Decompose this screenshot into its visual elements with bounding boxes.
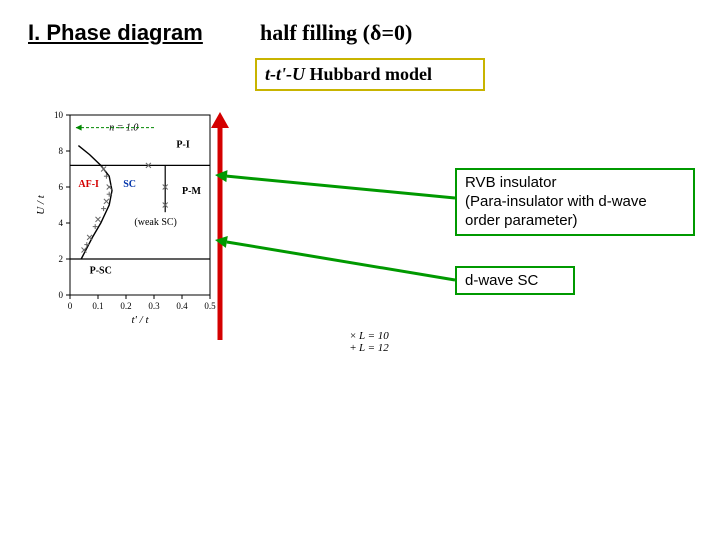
svg-text:0.4: 0.4: [176, 301, 188, 311]
model-ttu: t-t'-U: [265, 64, 305, 84]
callout-rvb-insulator: RVB insulator (Para-insulator with d-wav…: [455, 168, 695, 236]
svg-text:P-SC: P-SC: [90, 265, 112, 276]
phase-diagram-chart: 0 0.1 0.2 0.3 0.4 0.5 0 2 4 6 8 10 t' / t U / t n = 1.…: [35, 110, 216, 326]
svg-text:U / t: U / t: [35, 194, 47, 215]
svg-text:AF-I: AF-I: [78, 179, 99, 190]
svg-text:0.5: 0.5: [204, 301, 216, 311]
svg-text:P-M: P-M: [182, 186, 201, 197]
svg-text:4: 4: [59, 218, 64, 228]
svg-text:SC: SC: [123, 179, 136, 190]
rvb-line3: order parameter): [465, 212, 685, 231]
svg-text:2: 2: [59, 254, 64, 264]
svg-text:0.3: 0.3: [148, 301, 160, 311]
legend: × L = 10 + L = 12: [350, 330, 389, 354]
svg-text:0: 0: [59, 290, 64, 300]
model-name: Hubbard model: [310, 64, 433, 84]
arrows-layer: [211, 112, 455, 340]
legend-l12: + L = 12: [350, 342, 389, 354]
svg-text:0: 0: [68, 301, 73, 311]
svg-text:0.1: 0.1: [92, 301, 103, 311]
svg-text:(weak SC): (weak SC): [134, 217, 177, 228]
section-title: I. Phase diagram: [28, 20, 203, 46]
subtitle-half-filling: half filling (δ=0): [260, 20, 412, 46]
svg-text:0.2: 0.2: [120, 301, 131, 311]
svg-text:10: 10: [54, 110, 64, 120]
svg-text:t' / t: t' / t: [131, 314, 149, 326]
svg-text:8: 8: [59, 146, 64, 156]
dwave-line1: d-wave SC: [465, 272, 565, 289]
rvb-line2: (Para-insulator with d-wave: [465, 193, 685, 212]
model-label-box: t-t'-U Hubbard model: [255, 58, 485, 91]
svg-text:n = 1.0: n = 1.0: [109, 123, 138, 134]
rvb-line1: RVB insulator: [465, 174, 685, 193]
callout-dwave-sc: d-wave SC: [455, 266, 575, 295]
svg-text:6: 6: [59, 182, 64, 192]
svg-text:P-I: P-I: [176, 139, 189, 150]
legend-l10: × L = 10: [350, 330, 389, 342]
